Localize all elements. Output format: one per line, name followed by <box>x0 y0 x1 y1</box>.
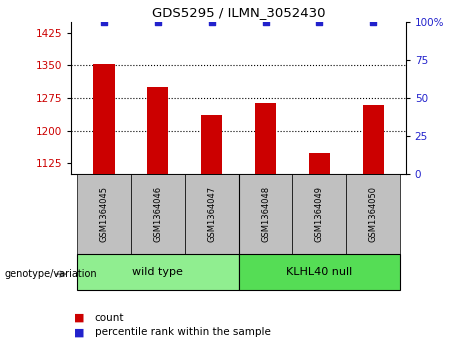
Text: GSM1364047: GSM1364047 <box>207 186 216 242</box>
Text: GSM1364050: GSM1364050 <box>369 186 378 242</box>
Point <box>316 19 323 25</box>
Text: percentile rank within the sample: percentile rank within the sample <box>95 327 271 337</box>
Text: wild type: wild type <box>132 267 183 277</box>
Bar <box>309 153 330 174</box>
Bar <box>147 87 168 174</box>
FancyBboxPatch shape <box>131 174 185 254</box>
Point <box>370 19 377 25</box>
Bar <box>255 103 276 174</box>
Text: KLHL40 null: KLHL40 null <box>286 267 353 277</box>
Bar <box>362 105 384 174</box>
Point <box>154 19 161 25</box>
FancyBboxPatch shape <box>239 174 292 254</box>
FancyBboxPatch shape <box>77 174 131 254</box>
Point <box>100 19 107 25</box>
Bar <box>93 65 115 174</box>
FancyBboxPatch shape <box>292 174 346 254</box>
FancyBboxPatch shape <box>77 254 239 290</box>
FancyBboxPatch shape <box>239 254 400 290</box>
Text: GSM1364046: GSM1364046 <box>153 186 162 242</box>
Bar <box>201 115 222 174</box>
Text: genotype/variation: genotype/variation <box>5 269 97 279</box>
Text: ■: ■ <box>74 327 84 337</box>
Text: GSM1364045: GSM1364045 <box>99 186 108 242</box>
FancyBboxPatch shape <box>185 174 239 254</box>
Text: GSM1364048: GSM1364048 <box>261 186 270 242</box>
Title: GDS5295 / ILMN_3052430: GDS5295 / ILMN_3052430 <box>152 6 325 19</box>
FancyBboxPatch shape <box>346 174 400 254</box>
Point <box>208 19 215 25</box>
Text: ■: ■ <box>74 313 84 323</box>
Text: count: count <box>95 313 124 323</box>
Point <box>262 19 269 25</box>
Text: GSM1364049: GSM1364049 <box>315 186 324 242</box>
